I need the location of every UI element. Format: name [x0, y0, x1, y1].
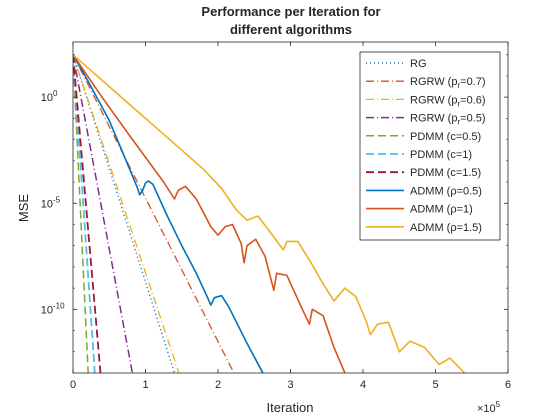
series-line-2 [73, 54, 180, 373]
series-line-7 [73, 54, 264, 373]
legend-label-1: RGRW (pr=0.7) [410, 76, 486, 90]
series-line-9 [73, 54, 466, 373]
series-line-4 [73, 54, 89, 373]
x-axis-multiplier-exponent: 5 [496, 400, 501, 409]
x-tick-label-3: 3 [287, 379, 293, 391]
legend-label-2: RGRW (pr=0.6) [410, 94, 486, 108]
x-tick-label-5: 5 [432, 379, 438, 391]
legend-label-5: PDMM (c=1) [410, 149, 472, 161]
y-tick-exponent-0: 0 [53, 89, 58, 98]
x-axis-multiplier: ×105 [477, 400, 501, 415]
chart-title-line-2: different algorithms [230, 22, 352, 37]
series-layer [73, 54, 466, 373]
series-line-6 [73, 54, 102, 373]
legend-label-7: ADMM (ρ=0.5) [410, 185, 482, 197]
series-line-5 [73, 54, 96, 373]
y-tick-exponent-1: -5 [53, 195, 61, 204]
x-axis-ticks: 0 1 2 3 4 5 6 [70, 42, 511, 391]
legend-label-8: ADMM (ρ=1) [410, 204, 473, 216]
x-tick-label-2: 2 [215, 379, 221, 391]
legend-label-6: PDMM (c=1.5) [410, 167, 481, 179]
chart-title-line-1: Performance per Iteration for [201, 4, 380, 19]
x-axis-multiplier-base: ×10 [477, 403, 496, 415]
y-axis-label: MSE [16, 194, 31, 223]
series-line-8 [73, 54, 346, 373]
x-tick-label-1: 1 [142, 379, 148, 391]
series-line-3 [73, 54, 134, 373]
x-axis-label: Iteration [267, 400, 314, 415]
y-tick-label-2: 10 [41, 304, 53, 316]
legend-label-0: RG [410, 58, 427, 70]
legend-label-3: RGRW (pr=0.5) [410, 113, 486, 127]
legend-label-4: PDMM (c=0.5) [410, 131, 481, 143]
y-tick-exponent-2: -10 [53, 301, 65, 310]
legend-label-9: ADMM (ρ=1.5) [410, 222, 482, 234]
legend: RG RGRW (pr=0.7) RGRW (pr=0.6) RGRW (pr=0.5… [359, 51, 501, 241]
x-tick-label-4: 4 [360, 379, 366, 391]
y-tick-label-0: 10 [41, 92, 53, 104]
x-tick-label-0: 0 [70, 379, 76, 391]
y-tick-label-1: 10 [41, 198, 53, 210]
x-tick-label-6: 6 [505, 379, 511, 391]
